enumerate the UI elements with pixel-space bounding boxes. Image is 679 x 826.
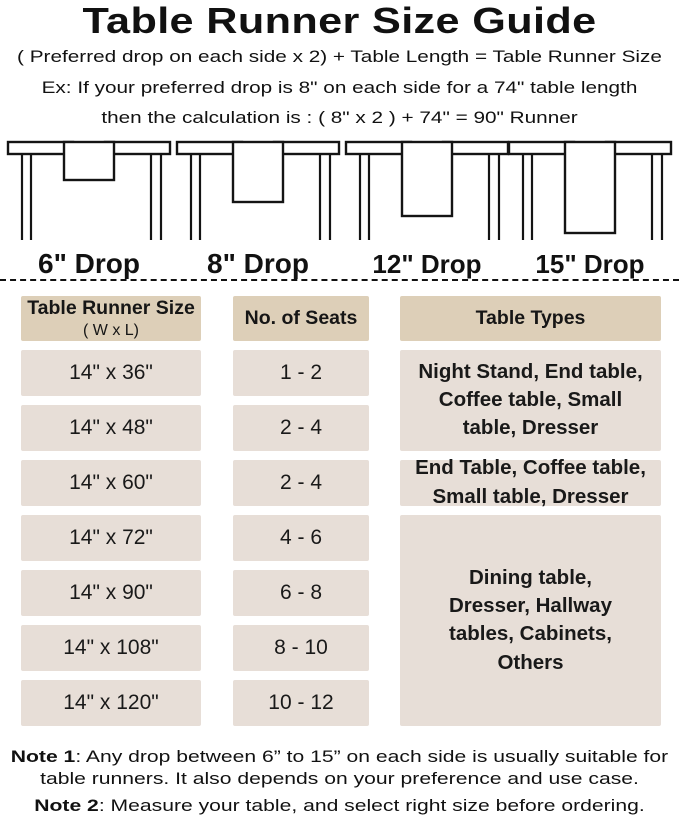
svg-text:6" Drop: 6" Drop <box>38 248 140 279</box>
svg-text:8" Drop: 8" Drop <box>207 248 309 279</box>
svg-text:12" Drop: 12" Drop <box>372 249 481 279</box>
svg-text:15" Drop: 15" Drop <box>535 249 644 279</box>
